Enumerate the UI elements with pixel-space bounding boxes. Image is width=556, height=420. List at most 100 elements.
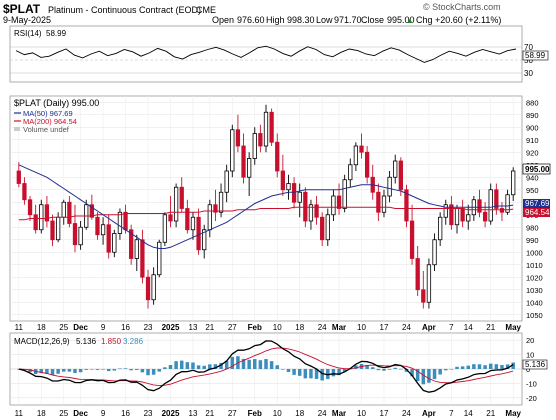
- candle-up: [426, 264, 432, 303]
- macd-hist-bar: [146, 369, 150, 376]
- ma200-price-tag-text: 964.54: [525, 208, 550, 217]
- macd-hist-bar: [449, 368, 454, 370]
- candle-up: [134, 239, 139, 259]
- candle-down: [494, 189, 499, 209]
- x-axis-label: 2025: [162, 409, 180, 418]
- macd-hist-bar: [140, 369, 145, 373]
- x-axis-label: 14: [464, 409, 473, 418]
- x-axis-label: Dec: [73, 409, 88, 418]
- candle-up: [353, 145, 359, 166]
- macd-hist-bar: [28, 369, 32, 372]
- x-axis-label: 18: [295, 323, 304, 332]
- x-axis-label: 14: [464, 323, 473, 332]
- macd-hist-bar: [196, 365, 201, 369]
- volume-legend-label: Volume undef: [23, 125, 70, 134]
- ma50-legend-label: MA(50) 967.69: [23, 109, 73, 118]
- ma200-legend-label: MA(200) 964.54: [23, 117, 77, 126]
- x-axis-label: 10: [273, 323, 282, 332]
- macd-hist-bar: [224, 360, 229, 369]
- price-y-tick: 990: [526, 236, 539, 245]
- candle-up: [308, 204, 314, 222]
- price-y-tick: 1040: [526, 298, 543, 307]
- macd-label: MACD(12,26,9): [14, 337, 70, 346]
- candle-down: [129, 229, 134, 259]
- candle-down: [269, 111, 274, 143]
- candle-down: [280, 170, 285, 191]
- macd-hist-bar: [129, 369, 133, 371]
- macd-hist-value: 3.286: [123, 337, 144, 346]
- candle-down: [140, 239, 145, 278]
- x-axis-label: 7: [449, 409, 454, 418]
- ma50-price-tag: [523, 199, 550, 208]
- macd-hist-bar: [168, 365, 173, 369]
- rsi-panel: RSI(14) 58.99 70 50 30 58.99: [9, 25, 549, 83]
- x-axis-label: 25: [59, 323, 68, 332]
- macd-hist-bar: [460, 366, 465, 369]
- candle-down: [275, 141, 280, 172]
- price-y-tick: 1050: [526, 311, 543, 320]
- macd-hist-bar: [314, 369, 319, 379]
- x-axis-label: 13: [189, 323, 198, 332]
- macd-hist-bar: [376, 369, 381, 371]
- candle-down: [320, 216, 325, 241]
- macd-hist-bar: [269, 361, 274, 369]
- candle-down: [168, 214, 173, 222]
- x-axis-label: 16: [121, 409, 130, 418]
- macd-hist-bar: [247, 359, 251, 369]
- candle-down: [235, 129, 241, 147]
- macd-hist-bar: [67, 369, 72, 372]
- candle-up: [112, 233, 117, 253]
- watermark: © StockCharts.com: [423, 2, 501, 12]
- x-axis-label: 18: [37, 409, 46, 418]
- x-axis-label: 16: [121, 323, 130, 332]
- x-axis-label: 10: [273, 409, 282, 418]
- macd-x-axis: 11 18 25 Dec 9 16 23 2025 13 21 27 Feb 10 18 24 Mar 10 17…: [15, 409, 522, 418]
- macd-value-tag-text: 5.136: [525, 360, 546, 369]
- open-value: 976.60: [237, 15, 265, 25]
- last-price-tag-text: 995.00: [525, 165, 550, 174]
- rsi-value-tag-text: 58.99: [525, 51, 546, 60]
- x-axis-label: May: [505, 409, 521, 418]
- x-axis-label: 21: [205, 409, 214, 418]
- macd-hist-bar: [258, 360, 263, 369]
- macd-hist-bar: [39, 369, 44, 374]
- macd-hist-bar: [281, 369, 285, 370]
- candle-up: [100, 224, 106, 236]
- candle-up: [297, 191, 302, 203]
- macd-hist-bar: [511, 362, 515, 369]
- macd-hist-bar: [112, 369, 117, 371]
- candle-down: [376, 191, 381, 213]
- high-label: High: [266, 15, 285, 25]
- macd-hist-bar: [179, 360, 184, 369]
- macd-hist-bar: [488, 363, 493, 369]
- candle-up: [78, 226, 83, 246]
- candle-up: [117, 211, 123, 234]
- macd-value: 5.136: [76, 337, 97, 346]
- candle-up: [511, 170, 516, 196]
- x-axis-label: 24: [402, 409, 411, 418]
- candle-up: [381, 195, 387, 213]
- x-axis-label: 10: [357, 323, 366, 332]
- rsi-label: RSI(14): [14, 29, 42, 38]
- chg-value: +20.60 (+2.11%): [435, 15, 501, 25]
- rsi-value-tag: [522, 50, 549, 61]
- macd-hist-bar: [393, 367, 397, 369]
- x-axis-label: 24: [318, 409, 327, 418]
- chg-up-arrow-icon: ▲: [406, 16, 414, 25]
- macd-y-tick: -20: [526, 394, 537, 403]
- candle-up: [488, 189, 493, 222]
- candle-up: [162, 214, 168, 243]
- candle-up: [393, 160, 398, 178]
- candle-up: [348, 164, 353, 181]
- x-axis-label: 21: [205, 323, 214, 332]
- contract-name: Platinum - Continuous Contract (EOD): [48, 5, 201, 15]
- macd-hist-bar: [45, 369, 49, 374]
- price-y-tick: 1000: [526, 248, 543, 257]
- macd-hist-bar: [50, 369, 55, 375]
- open-label: Open: [212, 15, 234, 25]
- candle-down: [482, 211, 488, 222]
- x-axis-label: 10: [357, 409, 366, 418]
- macd-hist-bar: [455, 366, 459, 369]
- candle-up: [438, 216, 443, 241]
